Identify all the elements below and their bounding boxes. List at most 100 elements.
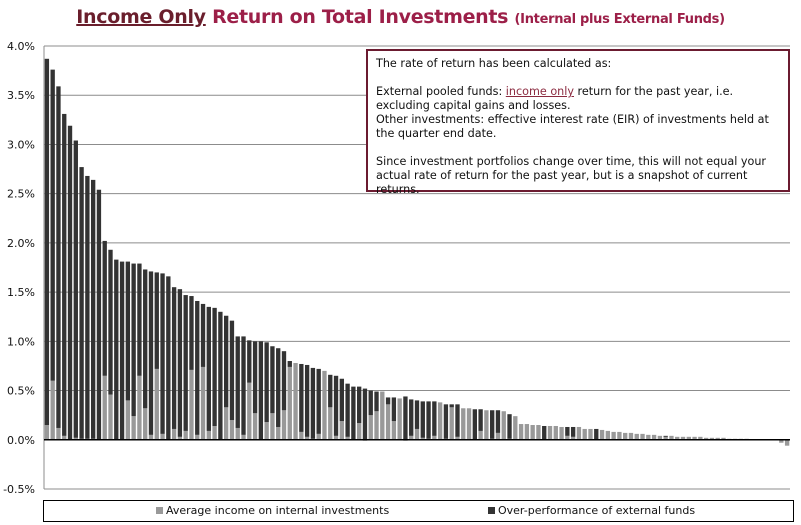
- bar-external: [143, 269, 148, 409]
- bar-internal: [131, 416, 136, 440]
- bar-external: [281, 351, 287, 411]
- bar-external: [333, 375, 339, 436]
- bar-external: [258, 341, 264, 440]
- note-other: Other investments: effective interest ra…: [376, 113, 769, 140]
- bar-internal: [623, 432, 628, 440]
- bar-internal: [599, 429, 605, 440]
- bar-external: [507, 414, 512, 439]
- bar-external: [449, 404, 454, 408]
- y-tick-label: -0.5%: [3, 483, 35, 496]
- title-income-only: Income Only: [76, 6, 206, 28]
- bar-external: [114, 259, 119, 440]
- y-tick-label: 0.0%: [7, 434, 35, 447]
- bar-internal: [235, 427, 240, 440]
- bar-external: [432, 401, 437, 436]
- bar-internal: [617, 431, 622, 440]
- bar-external: [241, 336, 246, 435]
- bar-internal: [195, 434, 200, 440]
- bar-internal: [264, 422, 269, 440]
- bar-internal: [553, 425, 558, 440]
- legend-swatch-external: [488, 507, 495, 514]
- bar-internal: [316, 433, 321, 440]
- bar-external: [252, 341, 258, 414]
- bar-external: [357, 386, 362, 424]
- bar-external: [189, 296, 194, 370]
- legend-item-internal: Average income on internal investments: [156, 504, 389, 517]
- bar-internal: [698, 436, 703, 440]
- bar-internal: [56, 427, 61, 440]
- bar-external: [328, 374, 333, 408]
- bar-external: [108, 249, 113, 395]
- bar-external: [420, 401, 425, 438]
- bar-internal: [559, 426, 564, 440]
- bar-external: [90, 179, 96, 439]
- bar-external: [148, 271, 154, 435]
- bar-external: [247, 340, 252, 383]
- bar-external: [212, 307, 217, 426]
- bar-external: [235, 336, 240, 428]
- bar-external: [137, 263, 142, 376]
- bar-external: [542, 425, 547, 440]
- bar-external: [79, 167, 84, 439]
- bar-external: [67, 125, 73, 440]
- bar-internal: [328, 407, 333, 440]
- bar-external: [310, 367, 316, 439]
- bar-external: [73, 140, 78, 438]
- bar-external: [570, 426, 576, 437]
- bar-internal: [345, 436, 350, 440]
- bar-external: [443, 404, 449, 439]
- bar-internal: [276, 426, 281, 440]
- bar-external: [62, 113, 67, 436]
- bar-internal: [524, 424, 530, 440]
- bar-internal: [333, 435, 339, 440]
- note-line1: The rate of return has been calculated a…: [376, 57, 612, 70]
- bar-internal: [374, 411, 379, 440]
- bar-external: [223, 315, 229, 408]
- bar-external: [495, 410, 501, 433]
- bar-internal: [223, 407, 229, 440]
- y-tick-label: 0.5%: [7, 385, 35, 398]
- bar-internal: [420, 437, 425, 440]
- bar-internal: [536, 425, 541, 440]
- bar-external: [56, 86, 61, 428]
- bar-external: [368, 390, 373, 416]
- chart-title: Income Only Return on Total Investments …: [0, 6, 801, 28]
- bars: [44, 58, 790, 446]
- bar-internal: [206, 430, 211, 440]
- bar-internal: [391, 421, 397, 440]
- bar-external: [316, 368, 321, 434]
- bar-internal: [397, 398, 402, 440]
- bar-internal: [530, 425, 535, 440]
- bar-internal: [721, 437, 726, 440]
- bar-internal: [588, 428, 593, 440]
- bar-internal: [189, 369, 194, 440]
- bar-external: [663, 435, 668, 437]
- bar-internal: [270, 413, 275, 440]
- bar-external: [594, 428, 599, 440]
- bar-external: [229, 320, 235, 421]
- bar-external: [287, 361, 292, 367]
- bar-internal: [692, 436, 697, 440]
- bar-internal: [779, 439, 784, 443]
- bar-external: [264, 342, 269, 423]
- bar-internal: [247, 382, 252, 440]
- bar-external: [299, 363, 304, 432]
- bar-external: [166, 276, 171, 440]
- bar-internal: [675, 436, 680, 440]
- bar-internal: [171, 428, 177, 440]
- bar-external: [171, 287, 177, 429]
- bar-internal: [628, 432, 634, 440]
- bar-internal: [154, 368, 159, 440]
- bar-internal: [461, 408, 466, 440]
- bar-internal: [368, 415, 373, 440]
- bar-external: [351, 386, 356, 440]
- bar-internal: [409, 435, 414, 440]
- income-only-link[interactable]: income only: [505, 85, 574, 98]
- bar-external: [131, 263, 136, 417]
- bar-external: [345, 383, 350, 437]
- bar-external: [490, 410, 495, 439]
- bar-internal: [680, 436, 686, 440]
- bar-internal: [177, 436, 183, 440]
- bar-internal: [148, 434, 154, 440]
- bar-internal: [73, 437, 78, 440]
